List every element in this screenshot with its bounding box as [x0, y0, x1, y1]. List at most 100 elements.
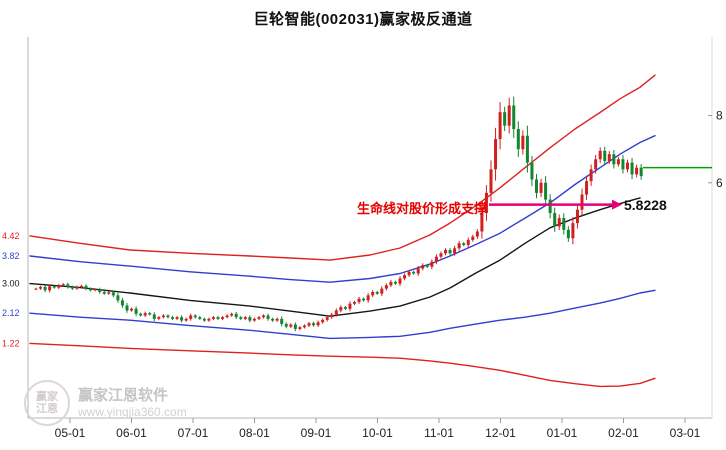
candle-body — [225, 315, 229, 318]
candle-body — [416, 268, 420, 274]
candle-body — [70, 286, 74, 289]
arrowhead-icon — [612, 199, 622, 210]
candle-body — [271, 318, 275, 321]
x-axis-label: 12-01 — [485, 426, 516, 440]
candle-body — [630, 162, 634, 175]
candle-body — [444, 249, 447, 254]
candle-body — [371, 291, 375, 296]
candle-body — [257, 317, 261, 319]
candle-body — [312, 323, 316, 326]
candle-body — [516, 129, 520, 150]
candle-body — [116, 295, 120, 301]
candle-body — [75, 286, 79, 289]
candle-body — [471, 236, 475, 240]
candle-body — [403, 275, 407, 279]
candle-body — [566, 229, 570, 239]
candle-body — [284, 323, 288, 327]
candle-body — [498, 112, 502, 140]
candle-body — [453, 248, 457, 254]
candle-body — [98, 289, 102, 292]
candle-body — [43, 286, 47, 291]
candle-body — [80, 285, 83, 287]
candle-body — [343, 307, 347, 309]
candle-body — [193, 315, 197, 318]
candle-body — [362, 298, 366, 301]
candle-body — [548, 199, 552, 214]
candle-body — [357, 298, 361, 303]
candle-body — [230, 313, 234, 316]
candle-body — [280, 318, 284, 324]
candle-body — [407, 271, 411, 276]
channel-start-value-label: 4.42 — [2, 231, 20, 241]
y-axis-label: 8 — [716, 109, 723, 123]
candle-body — [530, 162, 534, 180]
candle-body — [234, 313, 238, 318]
watermark: 赢家 江恩 赢家江恩软件 www.yingjia360.com — [24, 380, 187, 426]
candle-body — [366, 295, 370, 301]
candle-body — [571, 223, 575, 239]
candle-body — [393, 281, 397, 284]
y-axis-label: 6 — [716, 176, 723, 190]
candle-body — [425, 265, 429, 267]
candle-body — [34, 288, 38, 290]
candle-body — [298, 327, 302, 329]
candle-body — [243, 317, 247, 319]
candle-body — [262, 315, 265, 318]
candle-body — [48, 286, 52, 291]
channel-line-outer-resistance-line — [29, 74, 656, 261]
candle-body — [421, 265, 425, 269]
x-axis-label: 05-01 — [55, 426, 86, 440]
candle-body — [211, 317, 215, 319]
candle-body — [489, 169, 493, 193]
candle-body — [89, 288, 93, 291]
channel-line-inner-resistance-line — [29, 134, 656, 283]
candle-body — [434, 256, 438, 262]
candle-body — [475, 231, 479, 237]
axes-layer: 05-01 06-01 07-01 08-01 09-01 10-01 11-01 12-01… — [2, 37, 723, 440]
support-price-value: 5.8228 — [624, 197, 667, 213]
candle-body — [107, 292, 111, 294]
candle-body — [384, 285, 388, 289]
candle-body — [275, 318, 279, 321]
candle-body — [198, 317, 202, 319]
watermark-logo-line1: 赢家 — [36, 391, 58, 403]
candle-body — [525, 135, 529, 163]
watermark-logo-line2: 江恩 — [36, 403, 58, 415]
candle-body — [125, 305, 129, 311]
candle-body — [553, 213, 557, 227]
candle-body — [84, 285, 88, 289]
candle-body — [207, 318, 211, 321]
candle-body — [221, 317, 225, 319]
candle-body — [266, 315, 270, 319]
candle-body — [161, 315, 165, 318]
candle-body — [494, 139, 498, 170]
candle-body — [166, 315, 170, 318]
channel-start-value-label: 3.82 — [2, 251, 20, 261]
candle-body — [334, 310, 338, 315]
candle-body — [580, 194, 584, 210]
watermark-brand: 赢家江恩软件 — [78, 386, 169, 404]
candle-body — [598, 150, 602, 160]
candle-body — [307, 323, 311, 326]
candle-body — [575, 209, 579, 224]
candles-layer — [34, 96, 643, 332]
candle-body — [607, 154, 611, 161]
candle-body — [375, 291, 379, 294]
candle-body — [603, 150, 607, 161]
candle-body — [612, 154, 616, 165]
candle-body — [330, 314, 334, 318]
candle-body — [398, 278, 402, 284]
candle-body — [39, 286, 43, 289]
candle-body — [239, 317, 243, 319]
x-axis-label: 01-01 — [547, 426, 578, 440]
candle-body — [180, 317, 184, 321]
candle-body — [626, 162, 629, 170]
candle-body — [102, 291, 106, 294]
candle-body — [302, 325, 306, 328]
candle-body — [252, 318, 256, 321]
watermark-url: www.yingjia360.com — [78, 404, 187, 419]
candle-body — [380, 288, 384, 294]
candle-body — [289, 324, 293, 327]
candle-body — [639, 167, 643, 177]
